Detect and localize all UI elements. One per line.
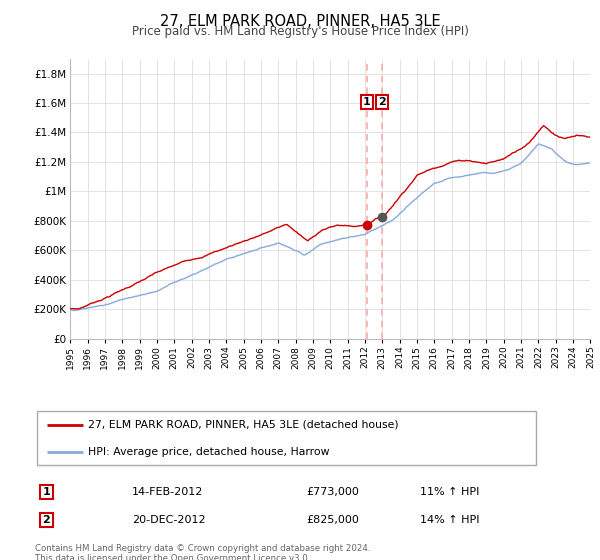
- Text: 27, ELM PARK ROAD, PINNER, HA5 3LE (detached house): 27, ELM PARK ROAD, PINNER, HA5 3LE (deta…: [88, 419, 398, 430]
- Text: This data is licensed under the Open Government Licence v3.0.: This data is licensed under the Open Gov…: [35, 554, 310, 560]
- Text: Price paid vs. HM Land Registry's House Price Index (HPI): Price paid vs. HM Land Registry's House …: [131, 25, 469, 38]
- Text: 11% ↑ HPI: 11% ↑ HPI: [420, 487, 479, 497]
- Text: Contains HM Land Registry data © Crown copyright and database right 2024.: Contains HM Land Registry data © Crown c…: [35, 544, 370, 553]
- FancyBboxPatch shape: [37, 411, 536, 465]
- Text: 14-FEB-2012: 14-FEB-2012: [132, 487, 203, 497]
- Text: £773,000: £773,000: [306, 487, 359, 497]
- Text: 1: 1: [43, 487, 50, 497]
- Text: 20-DEC-2012: 20-DEC-2012: [132, 515, 206, 525]
- Text: HPI: Average price, detached house, Harrow: HPI: Average price, detached house, Harr…: [88, 447, 329, 457]
- Text: £825,000: £825,000: [306, 515, 359, 525]
- Text: 14% ↑ HPI: 14% ↑ HPI: [420, 515, 479, 525]
- Text: 2: 2: [378, 96, 386, 106]
- Text: 2: 2: [43, 515, 50, 525]
- Text: 27, ELM PARK ROAD, PINNER, HA5 3LE: 27, ELM PARK ROAD, PINNER, HA5 3LE: [160, 14, 440, 29]
- Text: 1: 1: [363, 96, 371, 106]
